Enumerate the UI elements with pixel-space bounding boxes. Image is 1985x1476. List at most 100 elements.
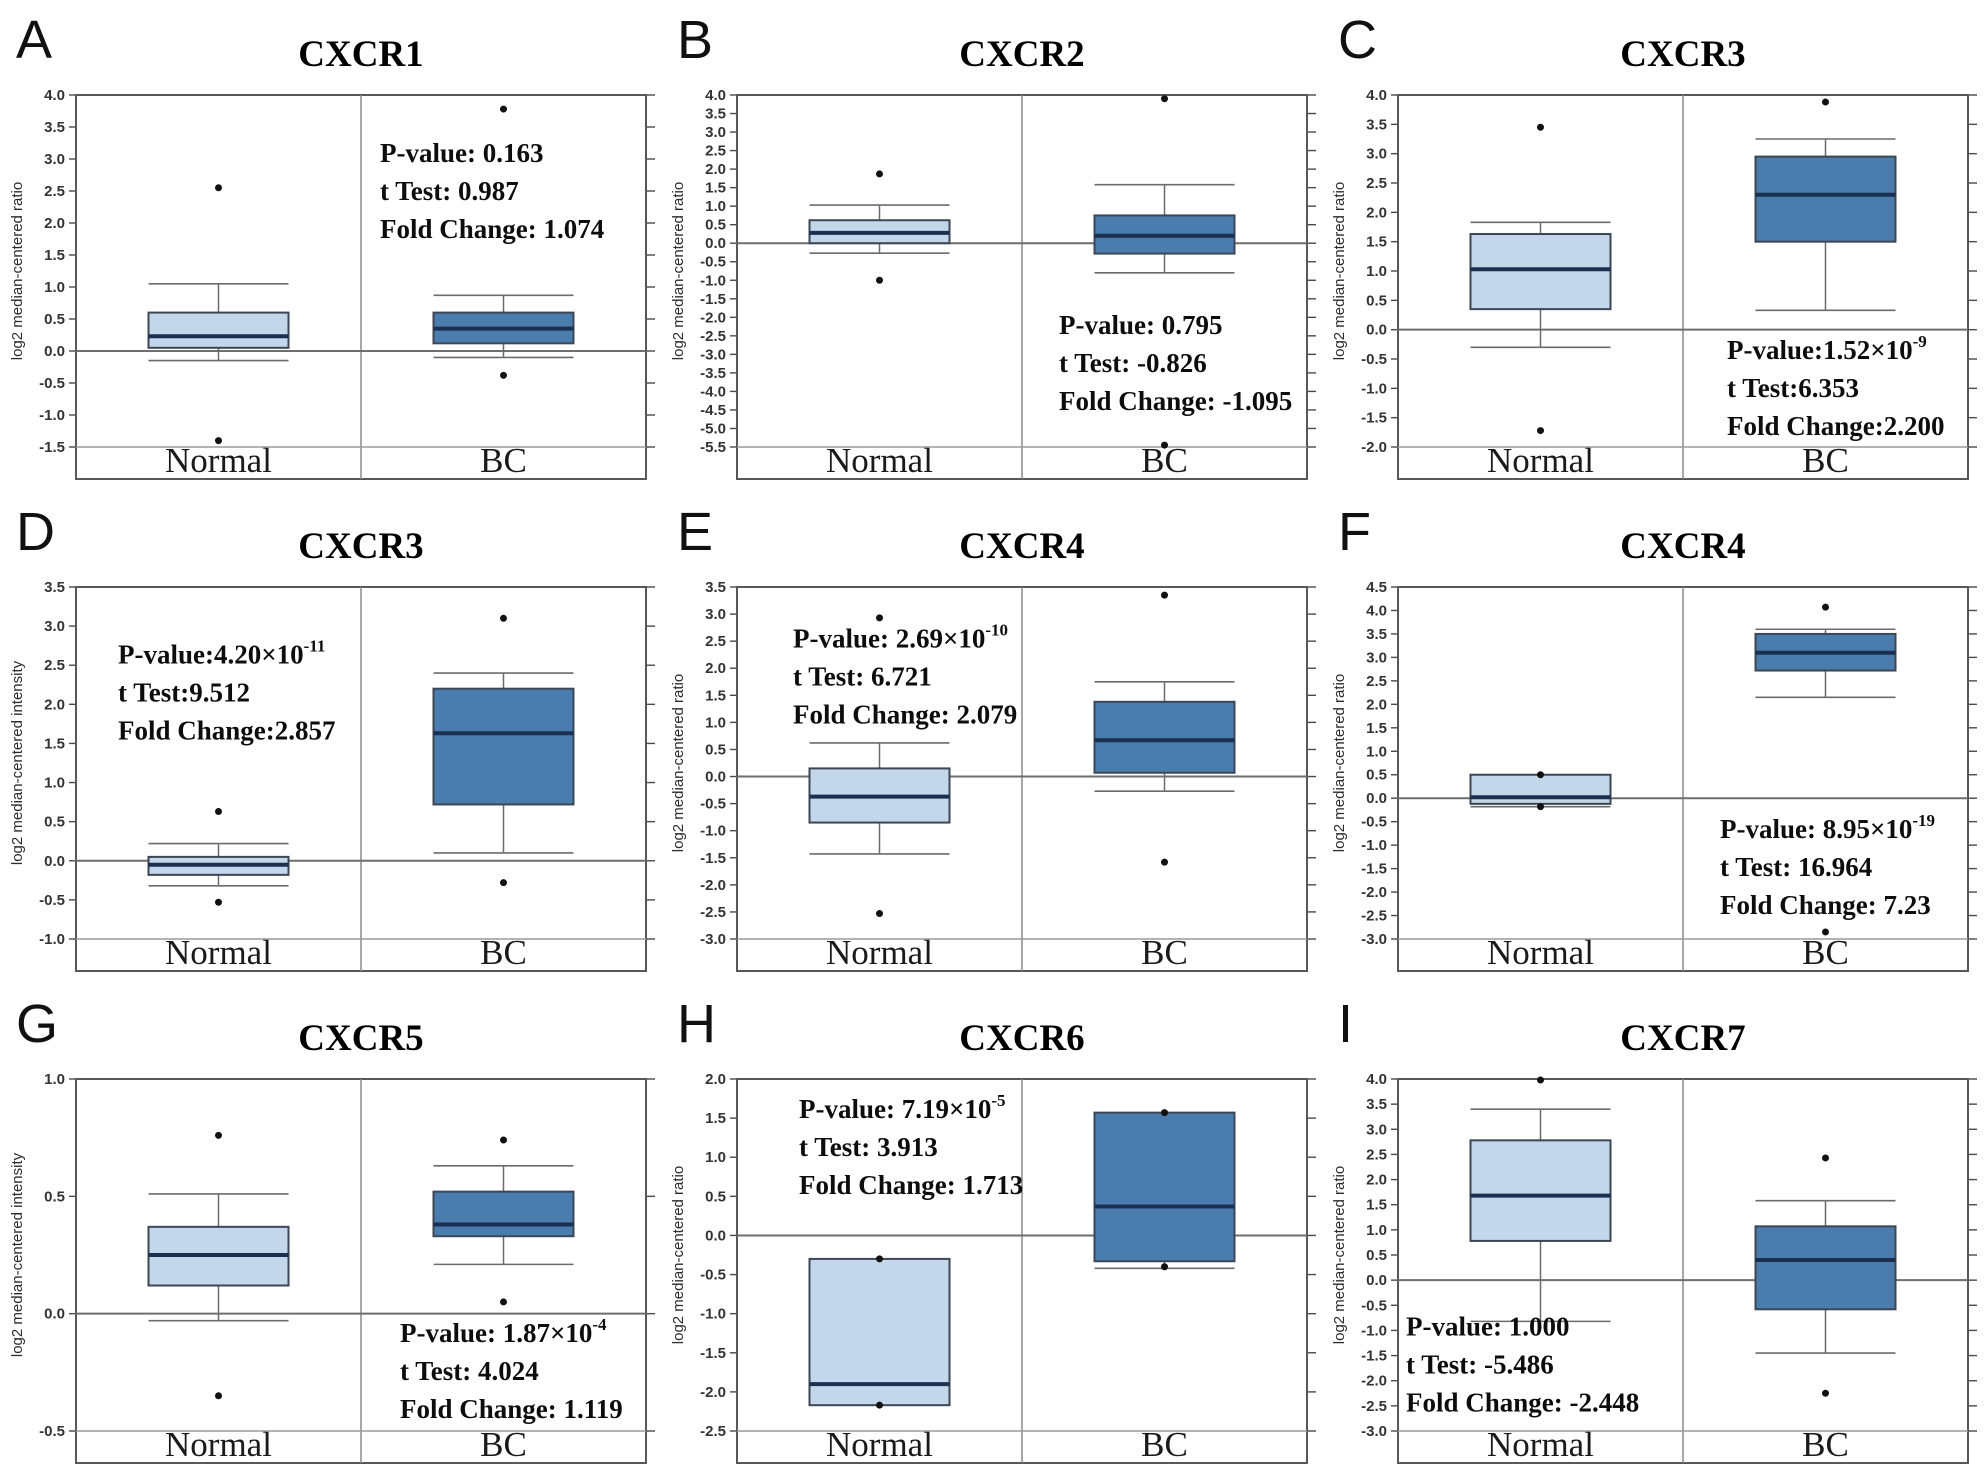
y-tick-label: 1.5 (1366, 234, 1387, 251)
stats-line: Fold Change: 1.713 (799, 1170, 1023, 1200)
box-bc (432, 1190, 575, 1238)
y-tick-label: 3.5 (44, 119, 65, 136)
stats-line: P-value:1.52×10-9 (1727, 332, 1927, 365)
series-bc (432, 105, 575, 379)
y-tick-label: -1.5 (700, 1345, 726, 1362)
outlier-dot (1822, 603, 1829, 611)
stats-annotation: P-value:1.52×10-9 t Test:6.353 Fold Change… (1727, 332, 1945, 441)
category-label-bc: BC (1141, 441, 1188, 480)
y-tick-label: 3.0 (705, 606, 726, 623)
outlier-dot (500, 105, 507, 113)
outlier-dot (1822, 1154, 1829, 1162)
boxplot-svg-b: B CXCR24.03.53.02.52.01.51.00.50.0-0.5-1.… (670, 10, 1316, 480)
y-tick-label: -2.5 (700, 328, 726, 345)
boxplot-svg-f: F CXCR4 4.5 4.0 3.5 3.0 2.5 2.0 1.5 1.0 0.5 0.0 -0.5… (1331, 502, 1977, 972)
y-tick-label: 0.5 (44, 814, 65, 831)
stats-line: Fold Change: 7.23 (1720, 890, 1931, 920)
y-tick-label: 2.5 (1366, 1146, 1387, 1163)
chart-title: CXCR4 (1620, 526, 1745, 567)
box-bc (1754, 1225, 1897, 1311)
y-tick-label: 0.0 (44, 343, 65, 360)
panel-h: H CXCR6 2.0 1.5 1.0 0.5 0.0 -0.5 -1.0 -1.5 -2.0 -2.… (661, 984, 1322, 1476)
y-axis: 2.0 1.5 1.0 0.5 0.0 -0.5 -1.0 -1.5 -2.0 -2.5 (700, 1071, 1316, 1440)
y-tick-label: -3.0 (1361, 931, 1387, 948)
y-tick-label: 1.0 (44, 775, 65, 792)
category-label-bc: BC (1802, 1425, 1849, 1464)
y-tick-label: 3.0 (1366, 146, 1387, 163)
series-normal (147, 184, 290, 445)
y-tick-label: -0.5 (1361, 1297, 1387, 1314)
outlier-dot (1161, 1109, 1168, 1117)
y-tick-label: -2.0 (1361, 884, 1387, 901)
y-axis: 1.0 0.5 0.0 -0.5 (39, 1071, 655, 1440)
panel-d: D CXCR3 3.5 3.0 2.5 2.0 1.5 1.0 0.5 0.0 -0.5 -1.0 lo… (0, 492, 661, 984)
y-tick-label: 2.5 (705, 143, 726, 160)
y-tick-label: 0.5 (44, 1188, 65, 1205)
panel-a: A CXCR1 4.0 3.5 3.0 2.5 2.0 1.5 1.0 0.5 0.0 -0.5 -1.… (0, 0, 661, 492)
y-tick-label: -3.0 (700, 346, 726, 363)
boxplot-svg-c: C CXCR3 4.0 3.5 3.0 2.5 2.0 1.5 1.0 0.5 0.0 -0.5 -1.… (1331, 10, 1977, 480)
outlier-dot (876, 1401, 883, 1409)
y-tick-label: 4.5 (1366, 579, 1387, 596)
panel-i: I CXCR7 4.0 3.5 3.0 2.5 2.0 1.5 1.0 0.5 0.0 -0.5 -1.… (1322, 984, 1985, 1476)
category-label-bc: BC (1141, 1425, 1188, 1464)
outlier-dot (876, 1255, 883, 1263)
y-tick-label: 3.5 (44, 579, 65, 596)
outlier-dot (215, 807, 222, 815)
y-tick-label: 2.0 (44, 696, 65, 713)
y-tick-label: -3.0 (700, 931, 726, 948)
y-tick-label: 4.0 (44, 87, 65, 104)
y-tick-label: -0.5 (39, 1423, 65, 1440)
y-tick-label: 1.5 (44, 735, 65, 752)
stats-annotation: P-value: 0.163 t Test: 0.987 Fold Change: … (380, 138, 604, 244)
y-axis-title: log2 median-centered intensity (9, 1152, 26, 1357)
category-label-bc: BC (1802, 441, 1849, 480)
y-tick-label: -0.5 (700, 1267, 726, 1284)
outlier-dot (876, 170, 883, 178)
y-tick-label: 0.5 (705, 217, 726, 234)
y-tick-label: -1.0 (700, 1306, 726, 1323)
outlier-dot (876, 910, 883, 918)
outlier-dot (1537, 123, 1544, 131)
stats-line: Fold Change: 2.079 (793, 700, 1017, 730)
y-axis-title: log2 median-centered ratio (1331, 674, 1348, 852)
y-tick-label: -0.5 (39, 892, 65, 909)
category-label-normal: Normal (165, 1425, 272, 1464)
y-tick-label: -2.0 (700, 877, 726, 894)
panel-letter: E (677, 502, 713, 562)
box-bc (1093, 1111, 1236, 1263)
y-axis: 3.5 3.0 2.5 2.0 1.5 1.0 0.5 0.0 -0.5 -1.0 -1.5 -2.0… (700, 579, 1316, 948)
outlier-dot (215, 184, 222, 192)
y-tick-label: 0.0 (1366, 790, 1387, 807)
chart-title: CXCR7 (1620, 1018, 1745, 1059)
y-tick-label: 3.5 (1366, 1096, 1387, 1113)
y-tick-label: -4.5 (700, 402, 726, 419)
y-tick-label: -1.0 (1361, 1322, 1387, 1339)
outlier-dot (1822, 928, 1829, 936)
y-tick-label: -1.0 (700, 272, 726, 289)
chart-title: CXCR5 (298, 1018, 423, 1059)
y-tick-label: 4.0 (1366, 602, 1387, 619)
panel-letter: H (677, 994, 716, 1054)
y-tick-label: -2.0 (700, 309, 726, 326)
series-bc (432, 1136, 575, 1306)
series-normal (147, 1131, 290, 1400)
y-axis: 4.5 4.0 3.5 3.0 2.5 2.0 1.5 1.0 0.5 0.0 -0.5 -1.0 -1… (1361, 579, 1977, 948)
category-label-normal: Normal (165, 441, 272, 480)
y-tick-label: 1.0 (1366, 1222, 1387, 1239)
outlier-dot (500, 879, 507, 887)
series-bc (432, 614, 575, 887)
stats-line: P-value: 8.95×10-19 (1720, 811, 1935, 844)
category-label-normal: Normal (826, 441, 933, 480)
y-tick-label: 4.0 (1366, 1071, 1387, 1088)
y-tick-label: 0.5 (1366, 292, 1387, 309)
y-tick-label: -1.5 (1361, 410, 1387, 427)
series-normal (808, 1255, 951, 1409)
box-bc (1093, 700, 1236, 774)
stats-line: t Test: 4.024 (400, 1356, 539, 1386)
stats-line: Fold Change:2.200 (1727, 411, 1945, 441)
stats-annotation: P-value: 7.19×10-5 t Test: 3.913 Fold Chan… (799, 1091, 1023, 1200)
panel-letter: C (1338, 10, 1377, 70)
series-normal (808, 170, 951, 284)
outlier-dot (1537, 427, 1544, 435)
